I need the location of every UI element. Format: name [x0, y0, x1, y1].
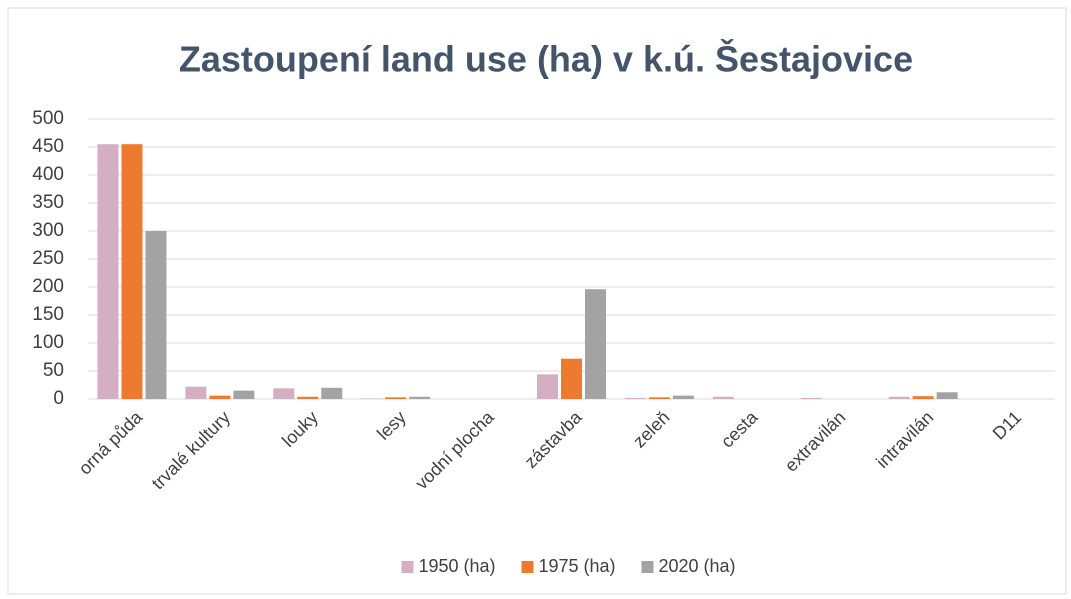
bar: [233, 390, 255, 399]
legend-swatch: [521, 561, 534, 573]
bar: [273, 388, 295, 399]
legend-swatch: [401, 561, 414, 573]
bar: [712, 396, 734, 399]
bar: [537, 374, 558, 399]
bar: [800, 397, 822, 399]
y-tick-label: 50: [43, 360, 64, 381]
legend-label: 1975 (ha): [539, 556, 616, 576]
y-tick-label: 0: [53, 388, 64, 409]
bar: [297, 396, 319, 399]
bar: [936, 392, 958, 399]
bar: [672, 395, 694, 399]
y-tick-label: 300: [32, 220, 64, 241]
bar: [209, 395, 231, 399]
bar: [121, 144, 143, 399]
bar: [912, 396, 934, 399]
bar: [561, 358, 582, 399]
y-tick-label: 450: [32, 136, 64, 157]
y-tick-label: 100: [32, 332, 64, 353]
y-tick-label: 150: [32, 304, 64, 325]
legend-label: 2020 (ha): [659, 556, 736, 576]
bar: [648, 397, 670, 399]
bar: [185, 386, 207, 399]
y-tick-label: 250: [32, 248, 64, 269]
y-tick-label: 400: [32, 164, 64, 185]
bar: [624, 397, 646, 399]
y-tick-label: 200: [32, 276, 64, 297]
legend-label: 1950 (ha): [419, 556, 496, 576]
chart-frame: [7, 7, 1067, 595]
bar: [321, 387, 343, 399]
y-tick-label: 500: [32, 108, 64, 129]
bar: [385, 397, 407, 399]
chart-title: Zastoupení land use (ha) v k.ú. Šestajov…: [179, 38, 913, 80]
legend-swatch: [641, 561, 654, 573]
bar: [361, 398, 383, 399]
bar: [585, 289, 606, 399]
bar: [409, 396, 431, 399]
y-tick-label: 350: [32, 192, 64, 213]
bar: [145, 231, 167, 399]
bar: [97, 144, 119, 399]
bar: [888, 396, 910, 399]
